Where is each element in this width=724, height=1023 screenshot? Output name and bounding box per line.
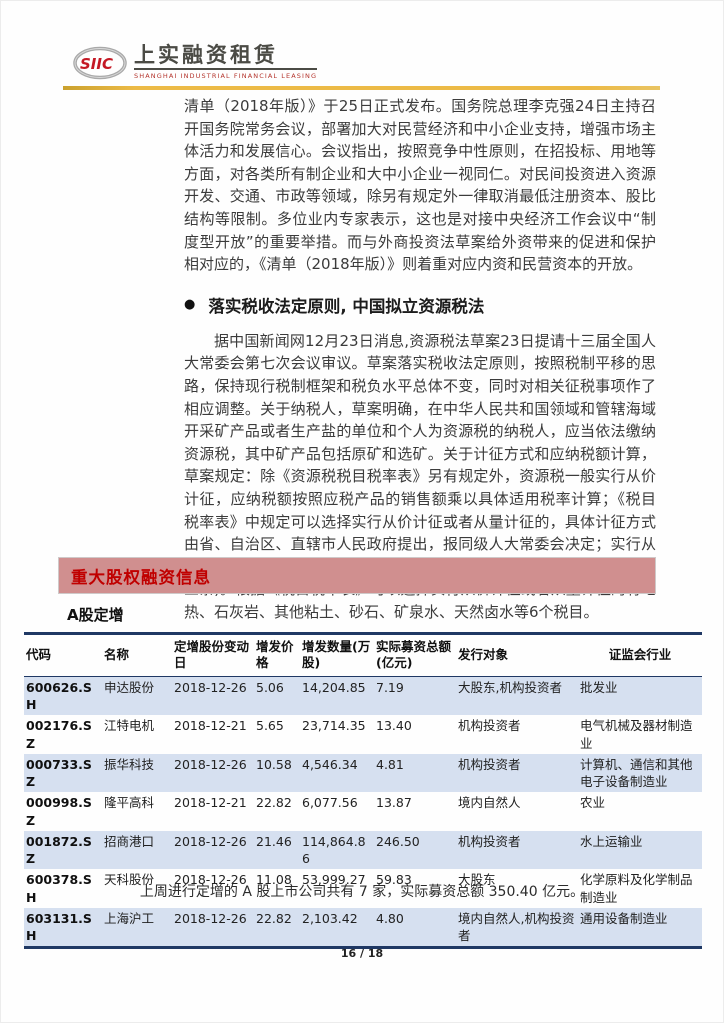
cell-csrc-industry: 批发业 <box>580 679 618 695</box>
cell-code: 001872.SZ <box>26 833 92 867</box>
table-row: 600626.SH 申达股份 2018-12-26 5.06 14,204.85… <box>24 676 702 715</box>
table-row: 000998.SZ 隆平高科 2018-12-21 22.82 6,077.56… <box>24 792 702 831</box>
article-body: 清单（2018年版）》于25日正式发布。国务院总理李克强24日主持召开国务院常务… <box>184 95 656 623</box>
paragraph-policy-list: 清单（2018年版）》于25日正式发布。国务院总理李克强24日主持召开国务院常务… <box>184 97 656 274</box>
section-heading-text: 落实税收法定原则, 中国拟立资源税法 <box>208 296 485 316</box>
logo-text-block: 上实融资租赁 SHANGHAI INDUSTRIAL FINANCIAL LEA… <box>134 43 318 81</box>
cell-issue-target: 机构投资者 <box>458 756 521 772</box>
banner-title: 重大股权融资信息 <box>71 567 211 587</box>
cell-change-date: 2018-12-26 <box>174 910 247 926</box>
table-row: 002176.SZ 江特电机 2018-12-21 5.65 23,714.35… <box>24 715 702 754</box>
cell-name: 申达股份 <box>104 679 155 695</box>
cell-issue-volume: 2,103.42 <box>302 910 358 926</box>
company-logo: SIIC 上实融资租赁 SHANGHAI INDUSTRIAL FINANCIA… <box>73 43 318 85</box>
cell-code: 000733.SZ <box>26 756 92 790</box>
table-row: 603131.SH 上海沪工 2018-12-26 22.82 2,103.42… <box>24 907 702 948</box>
header-cell-issue-price: 增发价格 <box>254 633 300 677</box>
section-banner: 重大股权融资信息 <box>58 557 656 594</box>
section-heading-resource-tax: ● 落实税收法定原则, 中国拟立资源税法 <box>184 293 656 317</box>
cell-issue-volume: 6,077.56 <box>302 795 358 810</box>
table-subheading: A股定增 <box>67 606 124 624</box>
cell-name: 上海沪工 <box>104 910 155 926</box>
cell-code: 600378.SH <box>26 872 92 905</box>
cell-name: 振华科技 <box>104 756 155 772</box>
cell-csrc-industry: 通用设备制造业 <box>580 910 668 926</box>
cell-issue-price: 22.82 <box>256 910 292 926</box>
cell-raised-amount: 13.87 <box>376 795 412 810</box>
cell-name: 隆平高科 <box>104 795 155 810</box>
cell-code: 000998.SZ <box>26 795 92 828</box>
cell-change-date: 2018-12-26 <box>174 872 247 887</box>
header-cell-issue-target: 发行对象 <box>456 633 578 677</box>
cell-raised-amount: 4.81 <box>376 756 404 772</box>
logo-company-subtitle: SHANGHAI INDUSTRIAL FINANCIAL LEASING <box>134 72 318 81</box>
page-number: 16 / 18 <box>340 947 384 960</box>
placements-table-container: 代码 名称 定增股份变动日 增发价格 增发数量(万股) 实际募资总额(亿元) 发… <box>24 632 702 949</box>
cell-code: 600626.SH <box>26 679 92 713</box>
header-cell-change-date: 定增股份变动日 <box>172 633 254 677</box>
cell-code: 002176.SZ <box>26 718 92 751</box>
cell-issue-target: 大股东 <box>458 872 496 887</box>
cell-change-date: 2018-12-26 <box>174 679 247 695</box>
table-row: 001872.SZ 招商港口 2018-12-26 21.46 114,864.… <box>24 830 702 869</box>
cell-change-date: 2018-12-26 <box>174 756 247 772</box>
cell-csrc-industry: 计算机、通信和其他电子设备制造业 <box>580 756 693 790</box>
table-header-row: 代码 名称 定增股份变动日 增发价格 增发数量(万股) 实际募资总额(亿元) 发… <box>24 633 702 677</box>
cell-issue-price: 10.58 <box>256 756 292 772</box>
cell-issue-volume: 4,546.34 <box>302 756 358 772</box>
siic-logo-icon: SIIC <box>73 43 127 85</box>
header-divider-rule <box>63 86 660 90</box>
table-row: 600378.SH 天科股份 2018-12-26 11.08 53,999.2… <box>24 869 702 908</box>
cell-csrc-industry: 农业 <box>580 795 606 810</box>
placements-table: 代码 名称 定增股份变动日 增发价格 增发数量(万股) 实际募资总额(亿元) 发… <box>24 632 702 949</box>
header-cell-csrc-industry: 证监会行业 <box>578 633 702 677</box>
table-summary-note: 上周进行定增的 A 股上市公司共有 7 家，实际募资总额 350.40 亿元。 <box>139 884 585 900</box>
cell-raised-amount: 4.80 <box>376 910 404 926</box>
cell-issue-price: 11.08 <box>256 872 292 887</box>
cell-change-date: 2018-12-21 <box>174 718 247 733</box>
table-row: 000733.SZ 振华科技 2018-12-26 10.58 4,546.34… <box>24 753 702 792</box>
header-cell-name: 名称 <box>102 633 172 677</box>
logo-company-name: 上实融资租赁 <box>134 43 318 71</box>
cell-issue-target: 境内自然人 <box>458 795 521 810</box>
cell-name: 天科股份 <box>104 872 155 887</box>
cell-csrc-industry: 化学原料及化学制品制造业 <box>580 872 693 905</box>
header-cell-raised-amount: 实际募资总额(亿元) <box>374 633 456 677</box>
cell-issue-price: 22.82 <box>256 795 292 810</box>
cell-issue-price: 5.65 <box>256 718 284 733</box>
cell-issue-volume: 114,864.86 <box>302 833 366 867</box>
cell-change-date: 2018-12-21 <box>174 795 247 810</box>
cell-issue-target: 机构投资者 <box>458 718 521 733</box>
cell-raised-amount: 246.50 <box>376 833 420 849</box>
cell-issue-target: 大股东,机构投资者 <box>458 679 562 695</box>
cell-issue-price: 5.06 <box>256 679 284 695</box>
svg-text:SIIC: SIIC <box>80 55 113 73</box>
cell-issue-target: 机构投资者 <box>458 833 521 849</box>
cell-name: 招商港口 <box>104 833 155 849</box>
cell-csrc-industry: 水上运输业 <box>580 833 643 849</box>
cell-raised-amount: 13.40 <box>376 718 412 733</box>
cell-issue-target: 境内自然人,机构投资者 <box>458 910 575 944</box>
cell-name: 江特电机 <box>104 718 155 733</box>
cell-issue-volume: 53,999.27 <box>302 872 366 887</box>
cell-issue-volume: 23,714.35 <box>302 718 366 733</box>
cell-issue-price: 21.46 <box>256 833 292 849</box>
cell-code: 603131.SH <box>26 910 92 944</box>
cell-raised-amount: 59.83 <box>376 872 412 887</box>
cell-change-date: 2018-12-26 <box>174 833 247 849</box>
cell-issue-volume: 14,204.85 <box>302 679 366 695</box>
header-cell-issue-volume: 增发数量(万股) <box>300 633 374 677</box>
bullet-icon: ● <box>184 297 196 313</box>
header-cell-code: 代码 <box>24 633 102 677</box>
cell-raised-amount: 7.19 <box>376 679 404 695</box>
cell-csrc-industry: 电气机械及器材制造业 <box>580 718 693 751</box>
